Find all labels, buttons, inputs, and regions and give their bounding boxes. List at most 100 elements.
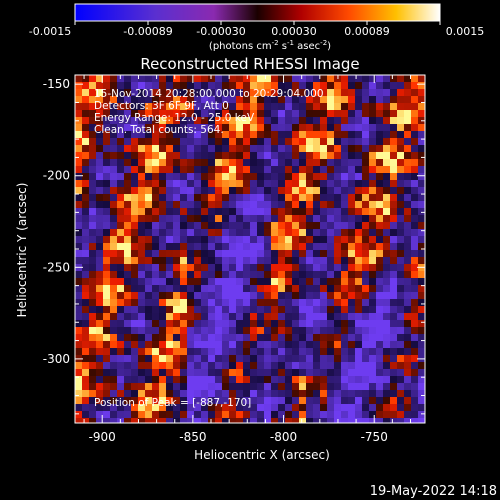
heatmap-pixel (180, 334, 187, 341)
heatmap-pixel (362, 334, 369, 341)
heatmap-pixel (278, 138, 285, 145)
heatmap-pixel (131, 201, 138, 208)
heatmap-pixel (334, 285, 341, 292)
heatmap-pixel (278, 320, 285, 327)
heatmap-pixel (229, 334, 236, 341)
heatmap-pixel (222, 89, 229, 96)
heatmap-pixel (285, 229, 292, 236)
heatmap-pixel (383, 376, 390, 383)
heatmap-pixel (264, 355, 271, 362)
heatmap-pixel (411, 348, 418, 355)
heatmap-pixel (166, 390, 173, 397)
heatmap-pixel (215, 229, 222, 236)
heatmap-pixel (348, 194, 355, 201)
heatmap-pixel (187, 250, 194, 257)
heatmap-pixel (110, 320, 117, 327)
heatmap-pixel (110, 285, 117, 292)
colorbar-tick-label: 0.00089 (344, 25, 390, 38)
heatmap-pixel (257, 250, 264, 257)
heatmap-pixel (397, 82, 404, 89)
heatmap-pixel (82, 257, 89, 264)
heatmap-pixel (355, 215, 362, 222)
heatmap-pixel (418, 390, 425, 397)
heatmap-pixel (411, 355, 418, 362)
heatmap-pixel (257, 292, 264, 299)
heatmap-pixel (313, 320, 320, 327)
heatmap-pixel (334, 236, 341, 243)
heatmap-pixel (334, 243, 341, 250)
heatmap-pixel (75, 110, 82, 117)
heatmap-pixel (292, 110, 299, 117)
heatmap-pixel (152, 96, 159, 103)
heatmap-pixel (117, 320, 124, 327)
heatmap-pixel (383, 187, 390, 194)
heatmap-pixel (173, 173, 180, 180)
heatmap-pixel (264, 152, 271, 159)
heatmap-pixel (271, 250, 278, 257)
heatmap-pixel (376, 173, 383, 180)
heatmap-pixel (313, 327, 320, 334)
heatmap-pixel (397, 376, 404, 383)
heatmap-pixel (187, 75, 194, 82)
heatmap-pixel (334, 383, 341, 390)
heatmap-pixel (138, 299, 145, 306)
heatmap-pixel (320, 411, 327, 418)
heatmap-pixel (250, 404, 257, 411)
heatmap-pixel (82, 383, 89, 390)
heatmap-pixel (215, 180, 222, 187)
heatmap-pixel (404, 117, 411, 124)
heatmap-pixel (243, 299, 250, 306)
heatmap-pixel (411, 110, 418, 117)
heatmap-pixel (334, 187, 341, 194)
heatmap-pixel (138, 145, 145, 152)
heatmap-pixel (292, 215, 299, 222)
heatmap-pixel (264, 278, 271, 285)
heatmap-pixel (376, 250, 383, 257)
heatmap-pixel (194, 187, 201, 194)
heatmap-pixel (138, 75, 145, 82)
heatmap-pixel (404, 383, 411, 390)
heatmap-pixel (243, 152, 250, 159)
heatmap-pixel (306, 299, 313, 306)
heatmap-pixel (117, 306, 124, 313)
heatmap-pixel (285, 124, 292, 131)
heatmap-pixel (278, 222, 285, 229)
heatmap-pixel (208, 194, 215, 201)
heatmap-pixel (124, 383, 131, 390)
heatmap-pixel (180, 299, 187, 306)
heatmap-pixel (250, 75, 257, 82)
heatmap-pixel (313, 341, 320, 348)
heatmap-pixel (173, 82, 180, 89)
heatmap-pixel (236, 124, 243, 131)
heatmap-pixel (89, 229, 96, 236)
heatmap-pixel (362, 124, 369, 131)
heatmap-pixel (152, 110, 159, 117)
heatmap-pixel (131, 313, 138, 320)
heatmap-pixel (327, 404, 334, 411)
heatmap-pixel (362, 362, 369, 369)
heatmap-pixel (313, 292, 320, 299)
heatmap-pixel (397, 110, 404, 117)
heatmap-pixel (82, 131, 89, 138)
heatmap-pixel (96, 124, 103, 131)
heatmap-pixel (397, 397, 404, 404)
heatmap-pixel (187, 285, 194, 292)
heatmap-pixel (243, 194, 250, 201)
heatmap-pixel (229, 124, 236, 131)
heatmap-pixel (292, 187, 299, 194)
heatmap-pixel (250, 222, 257, 229)
heatmap-pixel (285, 278, 292, 285)
heatmap-pixel (418, 383, 425, 390)
heatmap-pixel (313, 278, 320, 285)
heatmap-pixel (82, 222, 89, 229)
heatmap-pixel (236, 229, 243, 236)
heatmap-pixel (124, 138, 131, 145)
heatmap-pixel (411, 341, 418, 348)
heatmap-pixel (103, 243, 110, 250)
heatmap-pixel (299, 138, 306, 145)
heatmap-pixel (404, 229, 411, 236)
heatmap-pixel (348, 131, 355, 138)
heatmap-pixel (222, 152, 229, 159)
heatmap-pixel (418, 257, 425, 264)
heatmap-pixel (257, 89, 264, 96)
